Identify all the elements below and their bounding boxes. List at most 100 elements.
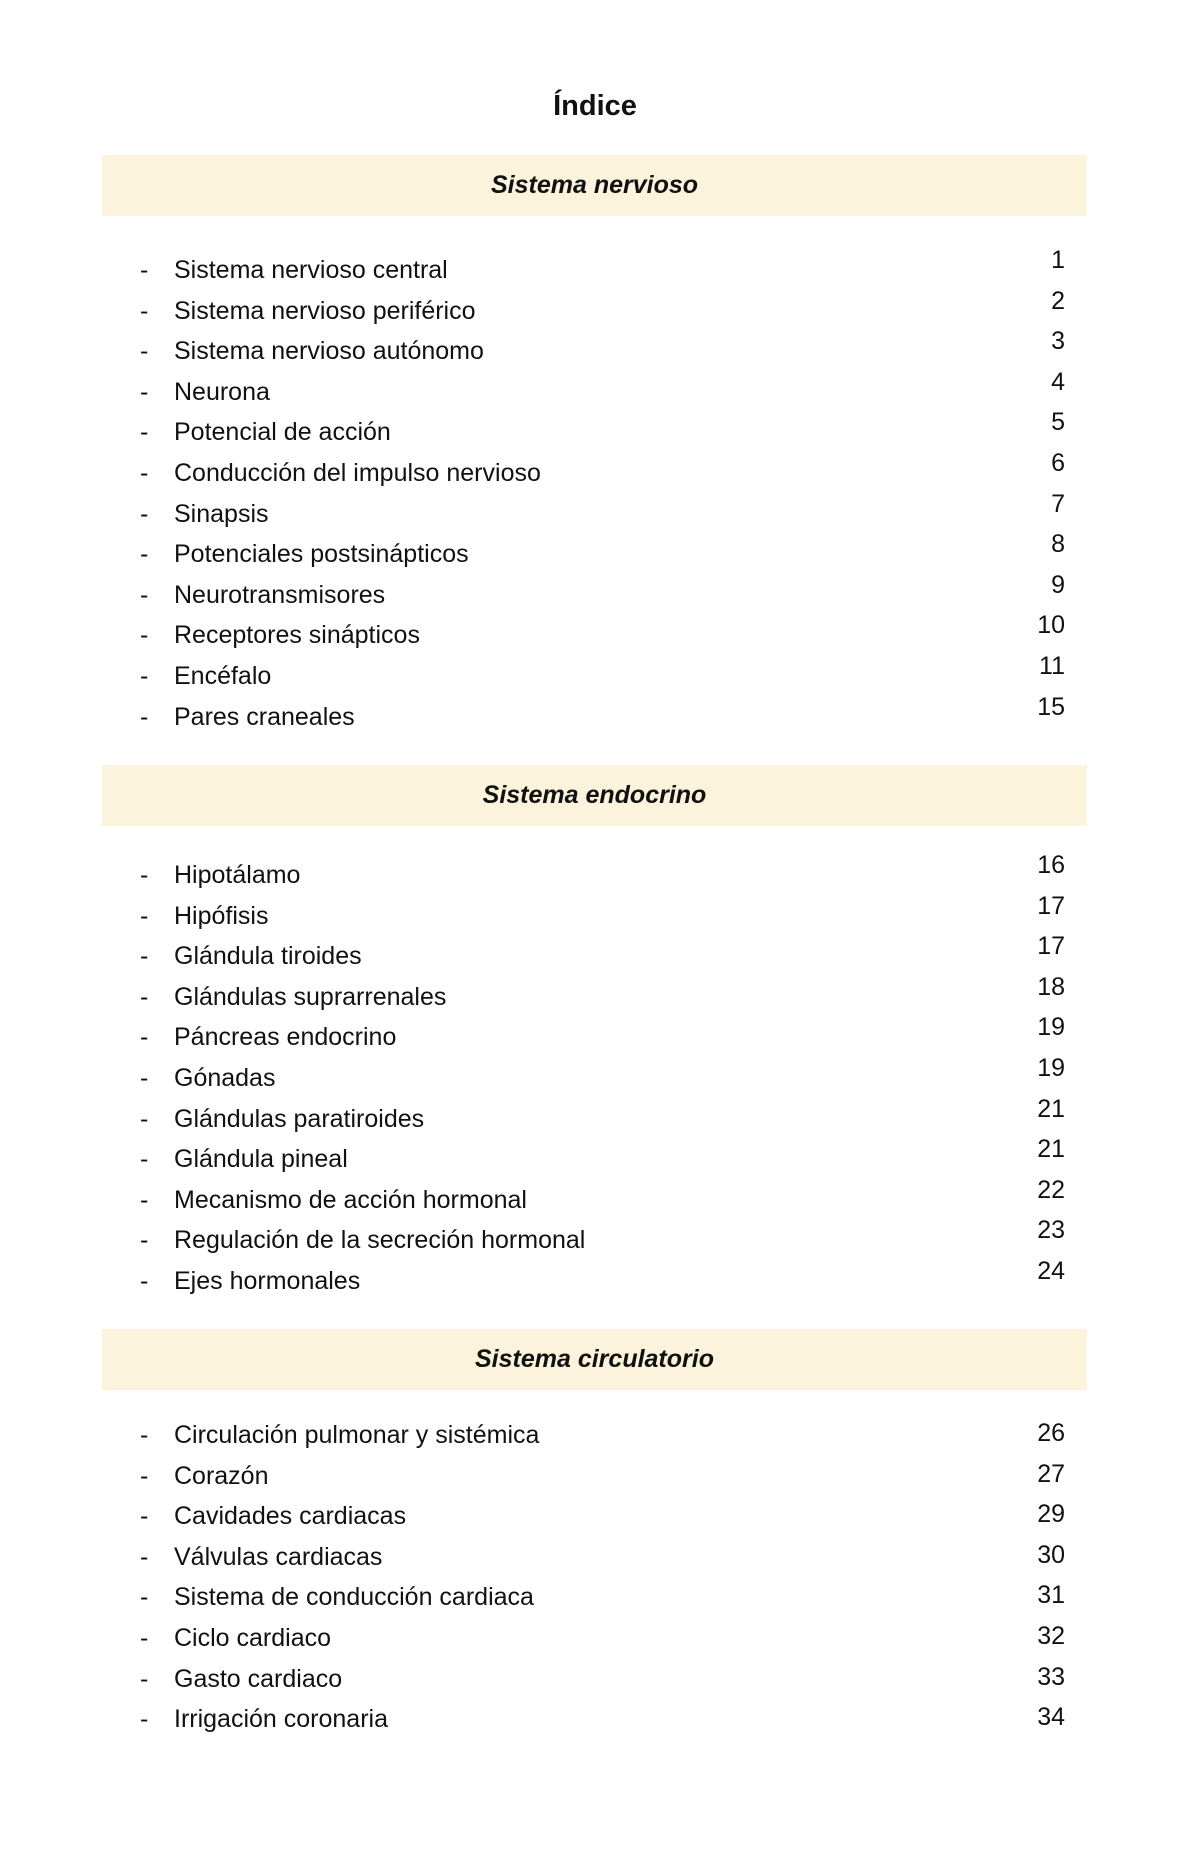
toc-entry[interactable]: - Receptores sinápticos 10: [140, 611, 1065, 656]
toc-entry-page: 21: [1037, 1094, 1065, 1123]
toc-entry-label: Ciclo cardiaco: [174, 1623, 332, 1652]
section-heading-endocrino: Sistema endocrino: [102, 765, 1087, 826]
toc-entry-page: 10: [1037, 611, 1065, 640]
toc-entry-label: Encéfalo: [174, 661, 272, 690]
toc-entry[interactable]: - Neurotransmisores 9: [140, 571, 1065, 616]
toc-entry[interactable]: - Regulación de la secreción hormonal 23: [140, 1216, 1065, 1261]
bullet-dash: -: [140, 1104, 149, 1133]
bullet-dash: -: [140, 1185, 149, 1214]
toc-entry-label: Neurotransmisores: [174, 580, 386, 609]
bullet-dash: -: [140, 580, 149, 609]
bullet-dash: -: [140, 1266, 149, 1295]
toc-entry[interactable]: - Hipófisis 17: [140, 892, 1065, 937]
toc-entry-label: Pares craneales: [174, 702, 355, 731]
toc-entry-label: Sinapsis: [174, 499, 269, 528]
bullet-dash: -: [140, 1145, 149, 1174]
toc-list-circulatorio: - Circulación pulmonar y sistémica 26- Cora…: [140, 1415, 1065, 1740]
toc-entry[interactable]: - Corazón 27: [140, 1456, 1065, 1497]
bullet-dash: -: [140, 1421, 149, 1449]
bullet-dash: -: [140, 377, 149, 406]
toc-entry-page: 34: [1037, 1703, 1065, 1732]
toc-entry[interactable]: - Válvulas cardiacas 30: [140, 1537, 1065, 1578]
toc-entry-label: Sistema nervioso periférico: [174, 296, 476, 325]
toc-entry-page: 17: [1037, 891, 1065, 920]
toc-entry-label: Potenciales postsinápticos: [174, 540, 469, 569]
toc-entry[interactable]: - Glándulas suprarrenales 18: [140, 973, 1065, 1018]
toc-entry[interactable]: - Hipotálamo 16: [140, 851, 1065, 896]
toc-entry-page: 29: [1037, 1500, 1065, 1529]
toc-entry[interactable]: - Pares craneales 15: [140, 693, 1065, 738]
toc-entry-label: Receptores sinápticos: [174, 621, 420, 650]
toc-entry[interactable]: - Sistema nervioso periférico 2: [140, 287, 1065, 332]
toc-entry-page: 9: [1051, 570, 1065, 599]
toc-entry[interactable]: - Mecanismo de acción hormonal 22: [140, 1176, 1065, 1221]
section-heading-circulatorio: Sistema circulatorio: [102, 1329, 1087, 1390]
page-title: Índice: [553, 90, 637, 122]
toc-entry-label: Sistema de conducción cardiaca: [174, 1583, 534, 1612]
toc-entry[interactable]: - Cavidades cardiacas 29: [140, 1496, 1065, 1537]
toc-entry-label: Glándulas suprarrenales: [174, 982, 447, 1011]
toc-entry[interactable]: - Irrigación coronaria 34: [140, 1699, 1065, 1740]
toc-entry[interactable]: - Ejes hormonales 24: [140, 1257, 1065, 1302]
toc-entry-label: Hipófisis: [174, 901, 269, 930]
toc-entry[interactable]: - Encéfalo 11: [140, 652, 1065, 697]
toc-entry-page: 3: [1051, 327, 1065, 356]
bullet-dash: -: [140, 1502, 149, 1531]
toc-entry-label: Gasto cardiaco: [174, 1664, 343, 1693]
toc-entry-page: 2: [1051, 286, 1065, 315]
bullet-dash: -: [140, 702, 149, 731]
bullet-dash: -: [140, 1063, 149, 1092]
toc-entry-label: Sistema nervioso central: [174, 256, 448, 284]
toc-entry[interactable]: - Ciclo cardiaco 32: [140, 1618, 1065, 1659]
toc-entry-label: Ejes hormonales: [174, 1266, 361, 1295]
toc-entry-page: 1: [1051, 246, 1065, 274]
toc-list-nervioso: - Sistema nervioso central 1- Sistema nervi…: [140, 246, 1065, 738]
toc-entry[interactable]: - Conducción del impulso nervioso 6: [140, 449, 1065, 494]
toc-entry-page: 30: [1037, 1540, 1065, 1569]
bullet-dash: -: [140, 337, 149, 366]
bullet-dash: -: [140, 540, 149, 569]
toc-entry-label: Glándula tiroides: [174, 942, 362, 971]
toc-entry-page: 18: [1037, 972, 1065, 1001]
toc-entry[interactable]: - Glándula pineal 21: [140, 1135, 1065, 1180]
toc-entry[interactable]: - Glándula tiroides 17: [140, 932, 1065, 977]
toc-entry-label: Neurona: [174, 377, 270, 406]
toc-entry-page: 19: [1037, 1013, 1065, 1042]
toc-entry-page: 33: [1037, 1662, 1065, 1691]
toc-entry[interactable]: - Sistema nervioso autónomo 3: [140, 327, 1065, 372]
toc-entry-label: Sistema nervioso autónomo: [174, 337, 484, 366]
toc-entry-label: Regulación de la secreción hormonal: [174, 1226, 586, 1255]
toc-entry-page: 7: [1051, 489, 1065, 518]
bullet-dash: -: [140, 1023, 149, 1052]
toc-entry[interactable]: - Neurona 4: [140, 368, 1065, 413]
toc-entry[interactable]: - Glándulas paratiroides 21: [140, 1095, 1065, 1140]
toc-entry-page: 24: [1037, 1256, 1065, 1285]
toc-entry[interactable]: - Sistema de conducción cardiaca 31: [140, 1577, 1065, 1618]
bullet-dash: -: [140, 1583, 149, 1612]
toc-entry-page: 21: [1037, 1135, 1065, 1164]
toc-entry[interactable]: - Sistema nervioso central 1: [140, 246, 1065, 291]
toc-entry[interactable]: - Gasto cardiaco 33: [140, 1659, 1065, 1700]
toc-entry-label: Potencial de acción: [174, 418, 391, 447]
bullet-dash: -: [140, 1226, 149, 1255]
toc-entry-label: Mecanismo de acción hormonal: [174, 1185, 527, 1214]
bullet-dash: -: [140, 1461, 149, 1490]
toc-entry[interactable]: - Potenciales postsinápticos 8: [140, 530, 1065, 575]
toc-entry-label: Conducción del impulso nervioso: [174, 458, 541, 487]
toc-entry-page: 8: [1051, 530, 1065, 559]
bullet-dash: -: [140, 296, 149, 325]
toc-entry[interactable]: - Páncreas endocrino 19: [140, 1013, 1065, 1058]
toc-entry-label: Gónadas: [174, 1063, 276, 1092]
toc-entry-page: 22: [1037, 1175, 1065, 1204]
toc-entry[interactable]: - Sinapsis 7: [140, 490, 1065, 535]
toc-entry-label: Hipotálamo: [174, 861, 301, 889]
bullet-dash: -: [140, 861, 149, 889]
bullet-dash: -: [140, 901, 149, 930]
toc-entry-page: 4: [1051, 367, 1065, 396]
bullet-dash: -: [140, 661, 149, 690]
toc-entry-label: Glándulas paratiroides: [174, 1104, 425, 1133]
toc-entry[interactable]: - Potencial de acción 5: [140, 408, 1065, 453]
toc-list-endocrino: - Hipotálamo 16- Hipófisis 17- Glándula tiroi…: [140, 851, 1065, 1302]
toc-entry[interactable]: - Gónadas 19: [140, 1054, 1065, 1099]
toc-entry[interactable]: - Circulación pulmonar y sistémica 26: [140, 1415, 1065, 1456]
